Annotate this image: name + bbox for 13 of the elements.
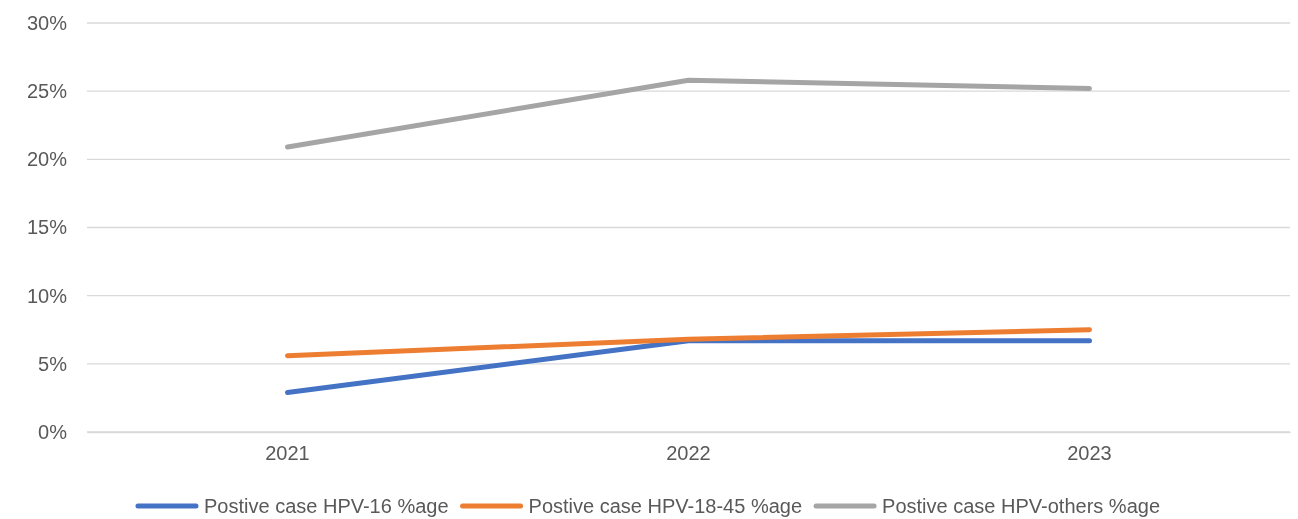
y-tick-label: 0% [38, 420, 68, 443]
y-tick-label: 5% [38, 352, 68, 375]
legend-label: Postive case HPV-16 %age [203, 495, 449, 517]
legend-label: Postive case HPV-18-45 %age [528, 495, 803, 517]
legend-label: Postive case HPV-others %age [882, 495, 1161, 517]
x-tick-label: 2021 [265, 442, 310, 465]
y-tick-label: 10% [26, 284, 68, 307]
x-tick-label: 2022 [666, 442, 711, 465]
y-tick-label: 20% [26, 148, 68, 171]
y-tick-label: 25% [26, 80, 68, 103]
x-tick-label: 2023 [1067, 442, 1112, 465]
y-tick-label: 30% [26, 11, 68, 34]
y-tick-label: 15% [26, 216, 68, 239]
